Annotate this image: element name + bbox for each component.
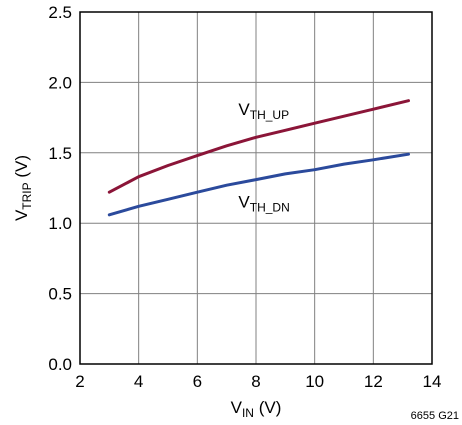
y-tick-label: 0.5 <box>48 285 72 304</box>
x-tick-label: 8 <box>251 372 260 391</box>
y-tick-label: 2.0 <box>48 73 72 92</box>
figure-id: 6655 G21 <box>411 410 459 422</box>
x-tick-label: 12 <box>364 372 383 391</box>
y-tick-label: 1.5 <box>48 144 72 163</box>
x-axis-label: VIN (V) <box>231 398 282 420</box>
x-tick-label: 2 <box>75 372 84 391</box>
y-axis-label: VTRIP (V) <box>12 155 34 221</box>
x-tick-label: 6 <box>193 372 202 391</box>
y-tick-label: 2.5 <box>48 3 72 22</box>
x-axis-ticks: 2 4 6 8 10 12 14 <box>75 372 441 391</box>
plot-frame <box>79 11 433 365</box>
series-layer <box>107 99 410 217</box>
series-label-vth-up: VTH_UP <box>238 100 289 122</box>
y-tick-label: 0.0 <box>48 355 72 374</box>
grid <box>80 12 432 364</box>
series-label-vth-dn: VTH_DN <box>238 193 289 215</box>
y-axis-ticks: 0.0 0.5 1.0 1.5 2.0 2.5 <box>48 3 72 374</box>
x-tick-label: 10 <box>305 372 324 391</box>
y-tick-label: 1.0 <box>48 214 72 233</box>
x-tick-label: 4 <box>134 372 143 391</box>
x-tick-label: 14 <box>423 372 442 391</box>
series-line-vth-dn <box>107 152 410 217</box>
series-line-vth-up <box>107 99 410 194</box>
